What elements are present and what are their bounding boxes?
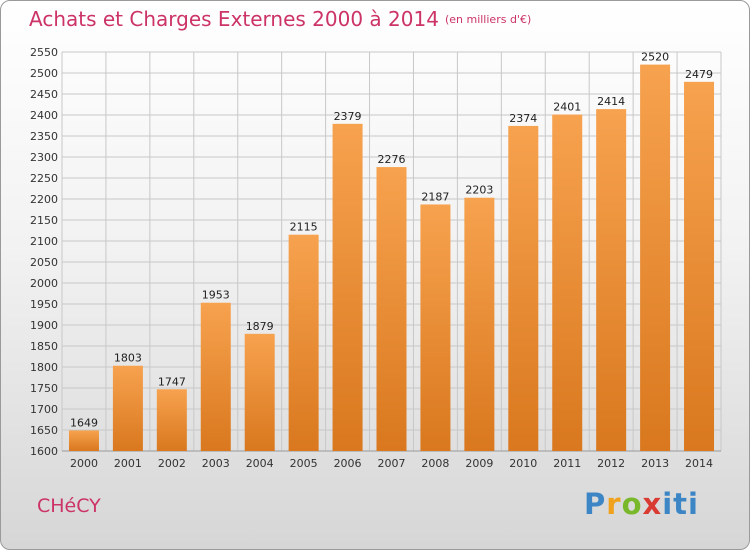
- value-label-2001: 1803: [114, 352, 142, 365]
- bar-2013: [640, 64, 671, 451]
- y-tick-label: 2550: [30, 46, 58, 59]
- x-tick-label: 2009: [465, 457, 493, 470]
- y-tick-label: 1950: [30, 298, 58, 311]
- bar-2011: [552, 114, 583, 451]
- y-tick-label: 1900: [30, 319, 58, 332]
- y-tick-label: 2100: [30, 235, 58, 248]
- x-tick-label: 2003: [202, 457, 230, 470]
- value-labels: 1649 1803 1747 1953 1879 2115 2379 2276 2187 2203…: [70, 51, 713, 430]
- bar-2010: [508, 125, 539, 452]
- value-label-2013: 2520: [641, 51, 669, 64]
- value-label-2002: 1747: [158, 375, 186, 388]
- bar-2012: [596, 109, 627, 452]
- y-tick-label: 1700: [30, 403, 58, 416]
- x-tick-label: 2001: [114, 457, 142, 470]
- bar-2002: [156, 389, 187, 451]
- x-tick-label: 2011: [553, 457, 581, 470]
- bar-2006: [332, 123, 363, 451]
- bar-2005: [288, 234, 319, 451]
- y-tick-label: 1800: [30, 361, 58, 374]
- value-label-2005: 2115: [290, 221, 318, 234]
- x-tick-label: 2006: [334, 457, 362, 470]
- y-tick-label: 2450: [30, 88, 58, 101]
- x-tick-label: 2005: [290, 457, 318, 470]
- chart-title-text: Achats et Charges Externes 2000 à 2014: [29, 7, 439, 31]
- bar-2003: [200, 302, 231, 451]
- chart-subtitle: (en milliers d'€): [444, 13, 532, 26]
- y-axis-ticks: 1600 1650 1700 1750 1800 1850 1900 1950 2000 2050…: [30, 46, 58, 458]
- proxiti-logo: Proxiti: [584, 487, 699, 521]
- value-label-2010: 2374: [509, 112, 537, 125]
- x-tick-label: 2007: [378, 457, 406, 470]
- bar-2000: [68, 430, 99, 451]
- x-axis-ticks: 2000 2001 2002 2003 2004 2005 2006 2007 2008 2009…: [70, 457, 713, 470]
- x-tick-label: 2002: [158, 457, 186, 470]
- y-tick-label: 2400: [30, 109, 58, 122]
- y-tick-label: 2050: [30, 256, 58, 269]
- x-tick-label: 2000: [70, 457, 98, 470]
- bar-2008: [420, 204, 451, 451]
- y-tick-label: 2150: [30, 214, 58, 227]
- value-label-2011: 2401: [553, 101, 581, 114]
- value-label-2003: 1953: [202, 289, 230, 302]
- bar-2007: [376, 167, 407, 451]
- logo-letter-p: P: [584, 487, 607, 521]
- city-name: CHéCY: [37, 495, 101, 517]
- x-tick-label: 2010: [509, 457, 537, 470]
- logo-letter-x: x: [642, 487, 663, 521]
- x-tick-label: 2008: [421, 457, 449, 470]
- y-tick-label: 2200: [30, 193, 58, 206]
- y-tick-label: 2000: [30, 277, 58, 290]
- y-tick-label: 1850: [30, 340, 58, 353]
- y-tick-label: 1600: [30, 445, 58, 458]
- value-label-2008: 2187: [421, 190, 449, 203]
- y-tick-label: 1650: [30, 424, 58, 437]
- value-label-2004: 1879: [246, 320, 274, 333]
- y-tick-label: 2350: [30, 130, 58, 143]
- value-label-2000: 1649: [70, 416, 98, 429]
- x-tick-label: 2013: [641, 457, 669, 470]
- x-tick-label: 2004: [246, 457, 274, 470]
- y-tick-label: 2250: [30, 172, 58, 185]
- logo-letter-r: r: [606, 487, 622, 521]
- chart-title: Achats et Charges Externes 2000 à 2014 (e…: [29, 7, 531, 31]
- y-tick-label: 2300: [30, 151, 58, 164]
- value-label-2009: 2203: [465, 184, 493, 197]
- x-tick-label: 2014: [685, 457, 713, 470]
- logo-letter-o: o: [621, 487, 643, 521]
- y-tick-label: 2500: [30, 67, 58, 80]
- value-label-2007: 2276: [378, 153, 406, 166]
- x-tick-label: 2012: [597, 457, 625, 470]
- bar-2004: [244, 333, 275, 451]
- value-label-2006: 2379: [334, 110, 362, 123]
- bars: [68, 64, 715, 452]
- bar-2009: [464, 197, 495, 451]
- y-tick-label: 1750: [30, 382, 58, 395]
- bar-2001: [112, 365, 143, 451]
- bar-2014: [684, 81, 715, 451]
- value-label-2014: 2479: [685, 68, 713, 81]
- value-label-2012: 2414: [597, 95, 625, 108]
- logo-letters-iti: iti: [662, 487, 699, 521]
